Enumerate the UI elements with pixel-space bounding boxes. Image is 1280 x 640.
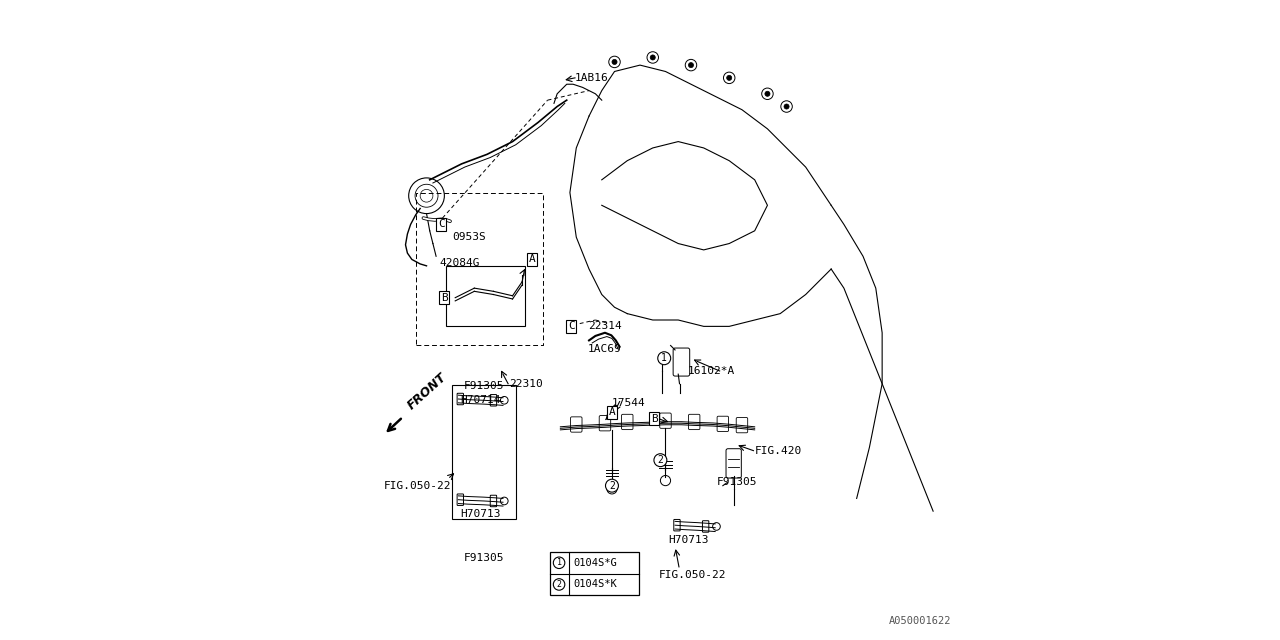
FancyBboxPatch shape (736, 417, 748, 433)
Text: 1AC69: 1AC69 (588, 344, 622, 354)
Text: A050001622: A050001622 (888, 616, 951, 626)
Circle shape (785, 104, 788, 109)
FancyBboxPatch shape (673, 520, 680, 531)
FancyBboxPatch shape (599, 415, 611, 431)
Text: 1: 1 (662, 353, 667, 364)
Text: B: B (442, 292, 448, 303)
Text: 1: 1 (557, 558, 562, 567)
FancyBboxPatch shape (726, 449, 741, 478)
Circle shape (612, 60, 617, 65)
FancyBboxPatch shape (490, 394, 497, 406)
Bar (445, 266, 525, 326)
Text: F91305: F91305 (717, 477, 756, 488)
FancyBboxPatch shape (490, 495, 497, 507)
Text: 2: 2 (609, 481, 614, 491)
Text: 2: 2 (658, 455, 663, 465)
Text: FIG.420: FIG.420 (755, 445, 803, 456)
Text: A: A (529, 255, 535, 264)
FancyBboxPatch shape (622, 414, 634, 429)
Text: C: C (438, 220, 444, 229)
Text: F91305: F91305 (463, 381, 504, 392)
Text: 1AB16: 1AB16 (575, 73, 609, 83)
Text: A: A (608, 408, 616, 417)
Text: 2: 2 (557, 580, 562, 589)
Text: 22314: 22314 (588, 321, 622, 332)
FancyBboxPatch shape (673, 348, 690, 376)
Bar (452, 385, 516, 519)
Text: FIG.050-22: FIG.050-22 (384, 481, 452, 491)
Bar (549, 552, 639, 595)
Text: H70713: H70713 (461, 509, 500, 519)
Text: 0104S*K: 0104S*K (573, 579, 617, 589)
Circle shape (727, 76, 732, 81)
Text: 17544: 17544 (612, 398, 645, 408)
FancyBboxPatch shape (659, 413, 671, 428)
Text: FIG.050-22: FIG.050-22 (659, 570, 727, 580)
Text: FRONT: FRONT (406, 371, 449, 412)
FancyBboxPatch shape (717, 416, 728, 431)
FancyBboxPatch shape (571, 417, 582, 432)
Text: 0953S: 0953S (452, 232, 486, 242)
Text: B: B (650, 414, 658, 424)
Text: 16102*A: 16102*A (687, 366, 735, 376)
FancyBboxPatch shape (457, 394, 463, 404)
FancyBboxPatch shape (703, 521, 709, 532)
Text: H70714: H70714 (461, 395, 500, 404)
FancyBboxPatch shape (457, 494, 463, 506)
Text: C: C (568, 321, 575, 332)
Circle shape (650, 55, 655, 60)
FancyBboxPatch shape (689, 414, 700, 429)
Circle shape (765, 92, 771, 97)
Text: H70713: H70713 (668, 535, 709, 545)
Text: 42084G: 42084G (439, 258, 480, 268)
Text: 0104S*G: 0104S*G (573, 558, 617, 568)
Text: 22310: 22310 (509, 379, 543, 388)
Circle shape (689, 63, 694, 68)
Text: F91305: F91305 (463, 554, 504, 563)
